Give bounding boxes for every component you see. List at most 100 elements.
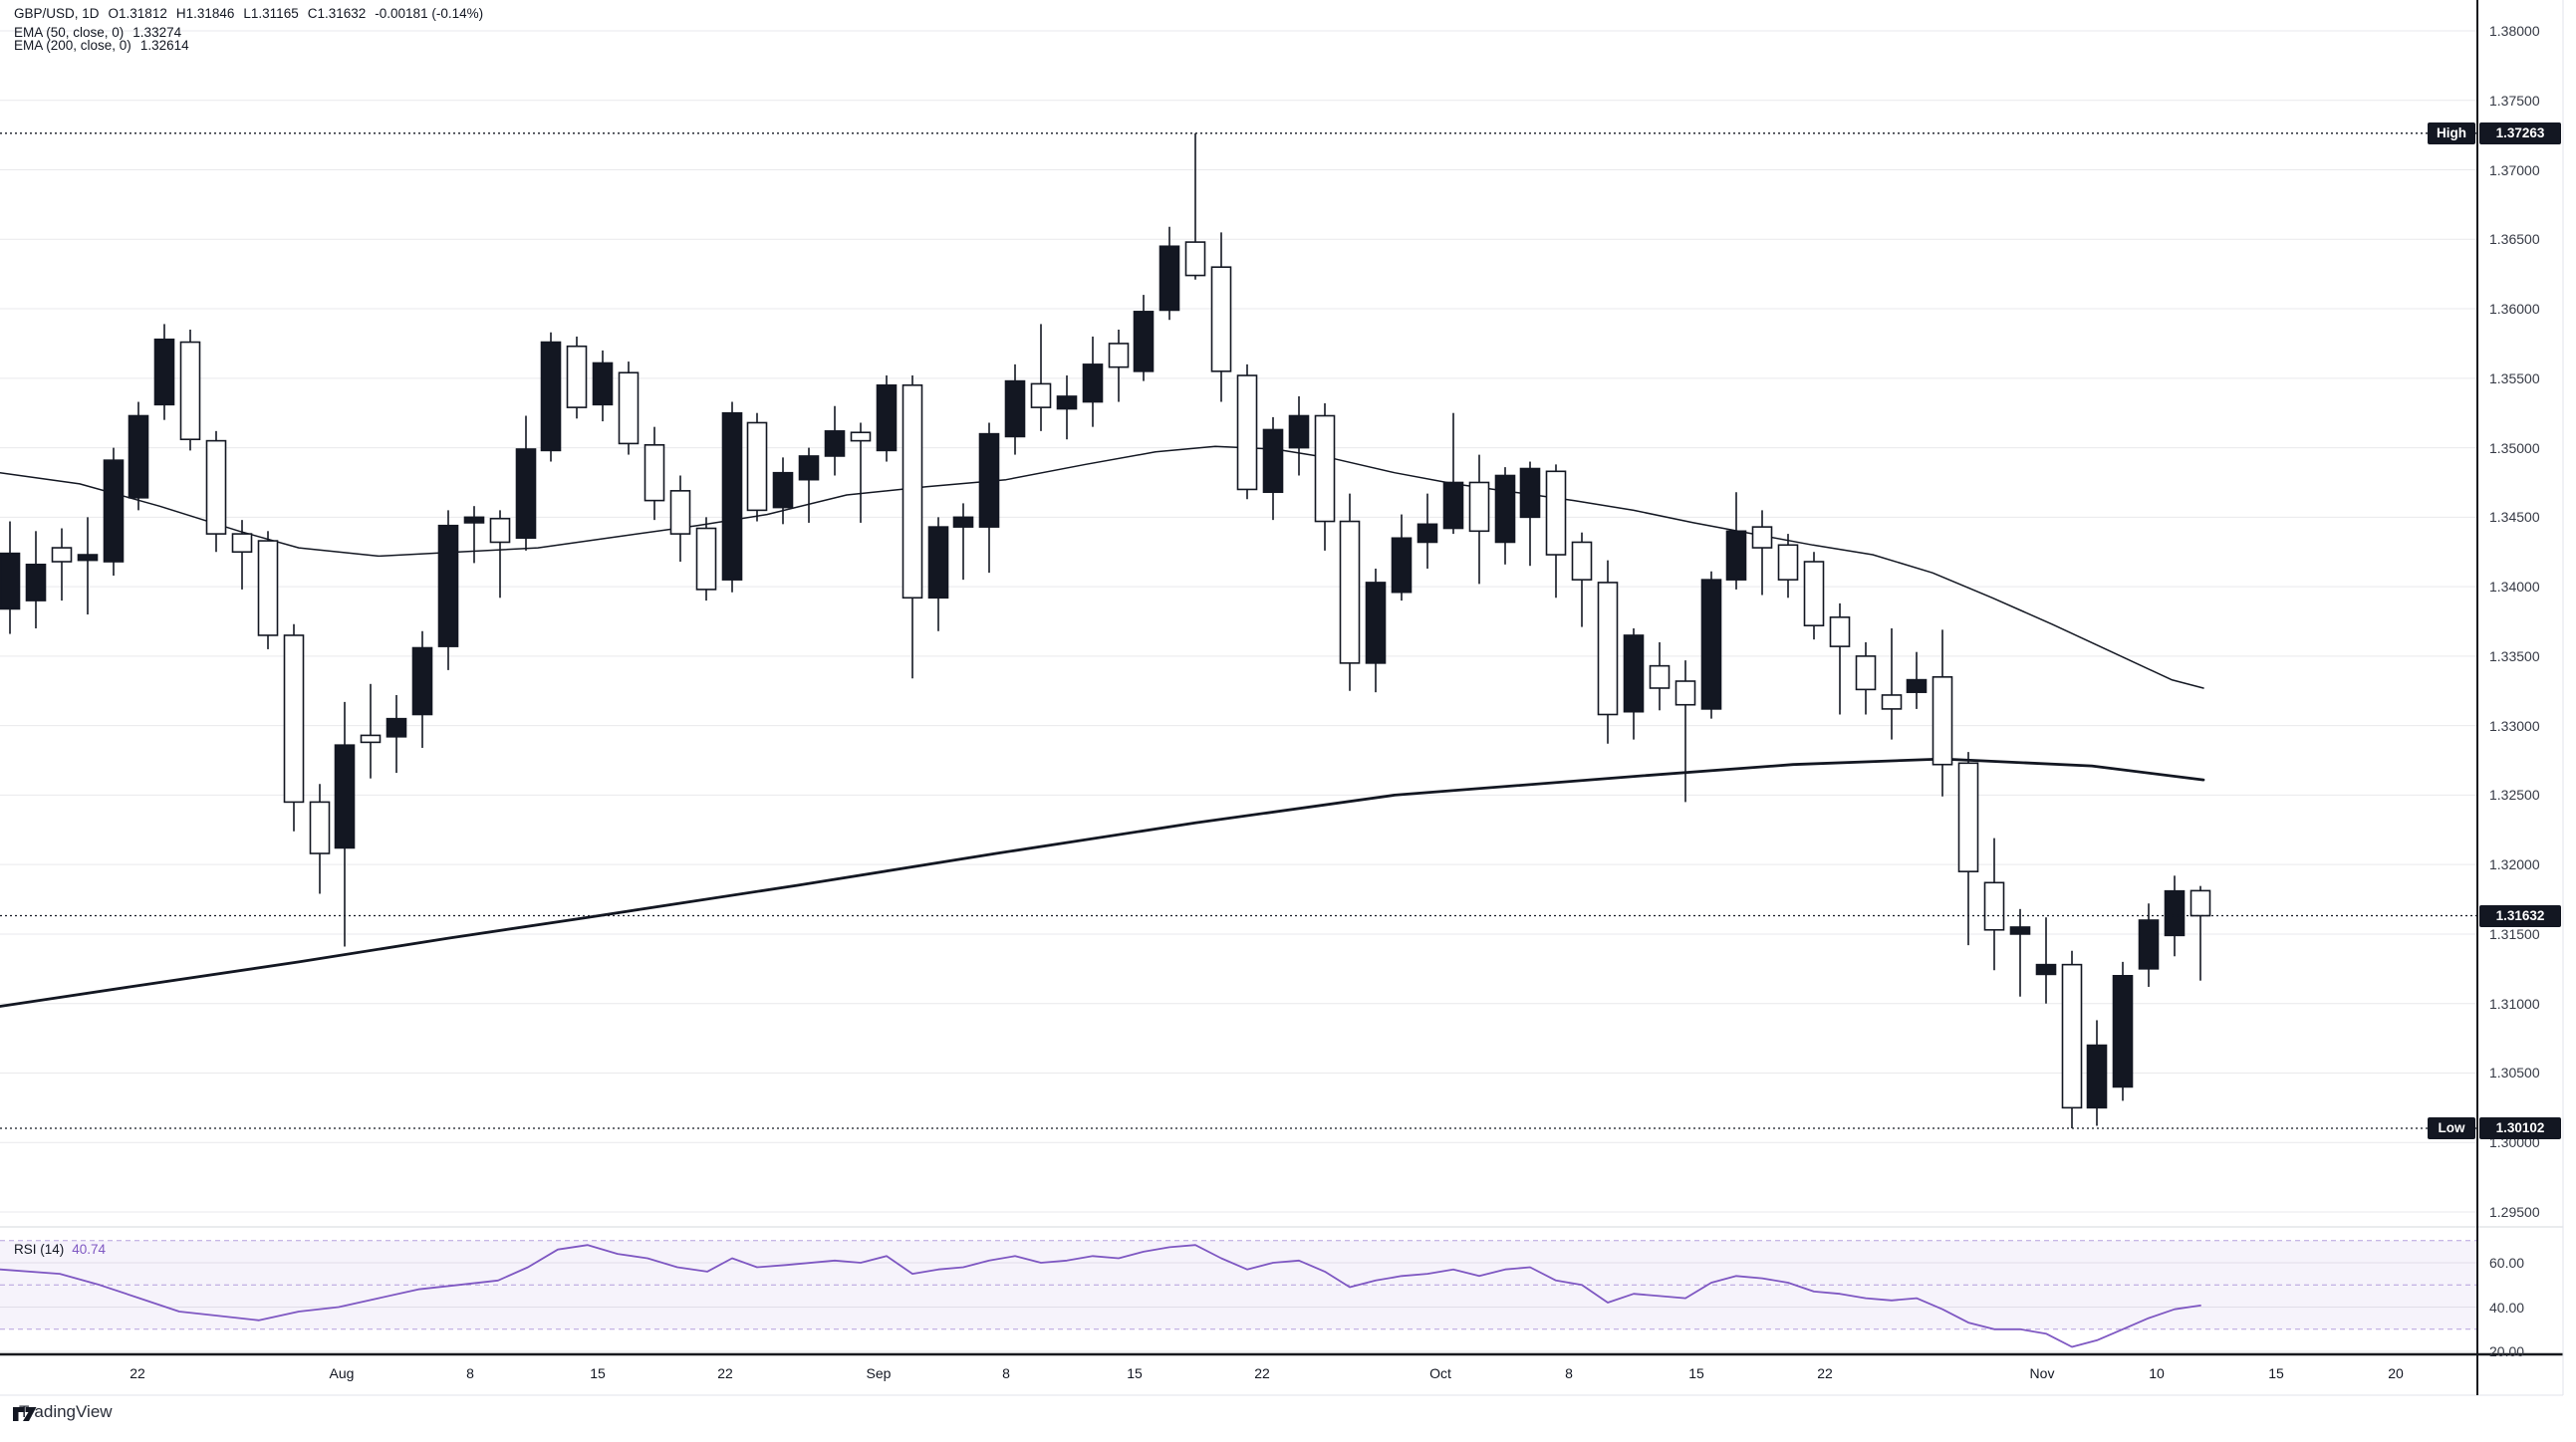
candle-body[interactable]: [334, 744, 356, 849]
candle-body[interactable]: [1030, 382, 1052, 408]
candle-body[interactable]: [283, 634, 305, 804]
time-axis-label: 15: [1688, 1365, 1704, 1381]
tradingview-logo[interactable]: TradingView: [12, 1402, 113, 1422]
candle-body[interactable]: [669, 490, 691, 535]
candle-body[interactable]: [1004, 379, 1026, 438]
candle-body[interactable]: [1056, 395, 1078, 410]
candle-body[interactable]: [1725, 530, 1747, 581]
candle-body[interactable]: [309, 801, 331, 854]
candle-body[interactable]: [1751, 526, 1773, 549]
candle-body[interactable]: [721, 411, 743, 581]
candle-body[interactable]: [205, 439, 227, 535]
candle-body[interactable]: [437, 524, 459, 647]
candle-body[interactable]: [566, 345, 588, 408]
candle-body[interactable]: [1314, 414, 1336, 523]
candle-body[interactable]: [1906, 678, 1928, 693]
candle-body[interactable]: [179, 341, 201, 441]
candle-body[interactable]: [1519, 467, 1541, 519]
candle-body[interactable]: [1777, 544, 1799, 581]
rsi-legend[interactable]: RSI (14) 40.74: [14, 1242, 106, 1257]
candle-body[interactable]: [1983, 881, 2005, 931]
candle-body[interactable]: [1571, 541, 1593, 581]
candle-body[interactable]: [489, 517, 511, 544]
candle-body[interactable]: [876, 384, 898, 452]
candle-body[interactable]: [2086, 1044, 2108, 1109]
candle-body[interactable]: [1391, 537, 1413, 594]
candle-body[interactable]: [1649, 664, 1671, 689]
price-axis-label: 1.32000: [2489, 856, 2540, 873]
candle-body[interactable]: [2009, 926, 2031, 935]
candle-body[interactable]: [386, 717, 407, 738]
candle-body[interactable]: [1803, 561, 1825, 626]
candle-body[interactable]: [1597, 582, 1619, 716]
candle-body[interactable]: [618, 371, 640, 445]
candle-body[interactable]: [2164, 889, 2186, 937]
candle-body[interactable]: [1339, 520, 1361, 664]
high-badge-value: 1.37263: [2479, 121, 2561, 144]
candle-body[interactable]: [257, 540, 279, 636]
candle-body[interactable]: [1494, 474, 1516, 544]
candle-body[interactable]: [1262, 428, 1284, 494]
candle-body[interactable]: [1236, 374, 1258, 491]
candle-body[interactable]: [927, 526, 949, 600]
candle-body[interactable]: [772, 471, 794, 509]
candle-body[interactable]: [1700, 579, 1722, 710]
candle-body[interactable]: [1957, 762, 1979, 872]
candle-body[interactable]: [2112, 975, 2134, 1088]
candle-body[interactable]: [1468, 481, 1490, 533]
symbol-title: GBP/USD, 1D: [14, 6, 100, 21]
candle-body[interactable]: [1108, 343, 1130, 368]
candle-body[interactable]: [746, 421, 768, 512]
candle-body[interactable]: [1210, 266, 1232, 372]
candle-body[interactable]: [1184, 241, 1206, 277]
candle-body[interactable]: [2061, 963, 2083, 1109]
candle-body[interactable]: [1623, 634, 1645, 713]
rsi-line: [0, 1244, 2201, 1348]
candle-body[interactable]: [1133, 311, 1155, 372]
candle-body[interactable]: [2138, 919, 2160, 970]
candle-body[interactable]: [798, 455, 820, 481]
candle-body[interactable]: [1159, 245, 1180, 312]
candle-body[interactable]: [231, 533, 253, 554]
candle-body[interactable]: [1417, 523, 1438, 544]
candle-body[interactable]: [463, 516, 485, 524]
candle-body[interactable]: [1442, 481, 1464, 530]
candle-body[interactable]: [1829, 616, 1851, 647]
candle-body[interactable]: [103, 459, 125, 563]
ema200-legend[interactable]: EMA (200, close, 0) 1.32614: [14, 38, 198, 53]
time-axis-label: Oct: [1429, 1365, 1451, 1381]
candle-body[interactable]: [515, 448, 537, 540]
symbol-legend[interactable]: GBP/USD, 1D O1.31812 H1.31846 L1.31165 C1.31…: [14, 6, 492, 21]
candle-body[interactable]: [1288, 414, 1310, 449]
candle-body[interactable]: [1082, 363, 1104, 403]
candle-body[interactable]: [1674, 680, 1696, 706]
candle-body[interactable]: [902, 384, 923, 600]
candle-body[interactable]: [1932, 676, 1953, 766]
candle-body[interactable]: [411, 646, 433, 716]
candle-body[interactable]: [360, 734, 382, 744]
candle-body[interactable]: [1855, 655, 1877, 691]
candle-body[interactable]: [540, 341, 562, 452]
candle-body[interactable]: [1545, 470, 1567, 556]
candle-body[interactable]: [25, 563, 47, 601]
candle-body[interactable]: [952, 516, 974, 528]
ema50-legend[interactable]: EMA (50, close, 0) 1.33274: [14, 25, 190, 40]
candle-body[interactable]: [978, 432, 1000, 528]
candle-body[interactable]: [824, 430, 846, 457]
candle-body[interactable]: [850, 431, 872, 442]
ema50-line: [0, 445, 2204, 689]
candle-body[interactable]: [592, 361, 614, 406]
ema200-label: EMA (200, close, 0): [14, 38, 131, 53]
candle-body[interactable]: [2190, 889, 2211, 917]
candle-body[interactable]: [695, 527, 717, 591]
candle-body[interactable]: [77, 554, 99, 562]
candle-body[interactable]: [2035, 963, 2057, 976]
candle-body[interactable]: [128, 414, 149, 499]
candle-body[interactable]: [153, 338, 175, 406]
candle-body[interactable]: [1365, 582, 1387, 664]
candle-body[interactable]: [644, 443, 665, 502]
candle-body[interactable]: [1881, 694, 1903, 710]
candle-body[interactable]: [0, 552, 21, 610]
candle-body[interactable]: [51, 547, 73, 563]
